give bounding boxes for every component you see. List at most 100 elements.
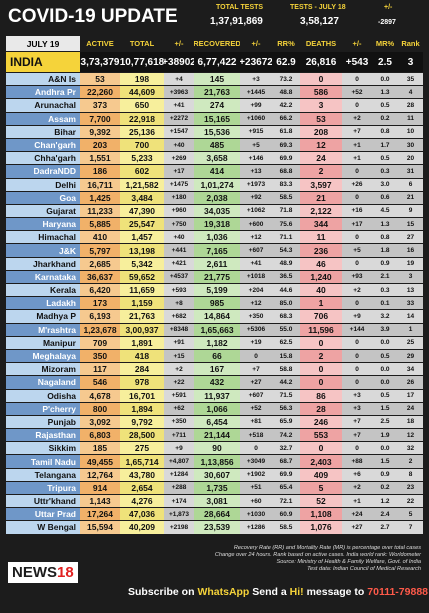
- cell: 75.6: [272, 218, 300, 231]
- cell: +1445: [240, 86, 272, 99]
- cell: 25,136: [120, 125, 164, 138]
- cell: M'rashtra: [6, 323, 80, 336]
- cell: +52: [342, 86, 372, 99]
- cell: +/-: [240, 36, 272, 51]
- cell: Tamil Nadu: [6, 455, 80, 468]
- cell: 23: [398, 481, 423, 494]
- cell: 24: [300, 152, 342, 165]
- cell: 0: [300, 336, 342, 349]
- cell: 85.0: [272, 297, 300, 310]
- cell: 409: [300, 468, 342, 481]
- cell: 26: [398, 376, 423, 389]
- cell: 0.8: [372, 231, 398, 244]
- cell: 1.7: [372, 138, 398, 152]
- cell: +7: [240, 363, 272, 376]
- cell: +600: [240, 218, 272, 231]
- cell: 198: [120, 73, 164, 86]
- cell: 65.4: [272, 481, 300, 494]
- cell: 145: [194, 73, 240, 86]
- cell: +543: [342, 52, 372, 72]
- cell: 48.8: [272, 86, 300, 99]
- cell: 11,937: [194, 389, 240, 402]
- cell: 71.5: [272, 389, 300, 402]
- cell: 4.5: [372, 204, 398, 218]
- cell: +144: [342, 323, 372, 336]
- cell: RR%: [272, 36, 300, 51]
- cell: 5,199: [194, 284, 240, 297]
- cell: 0.5: [372, 152, 398, 165]
- cell: Ladakh: [6, 297, 80, 310]
- state-row: Goa 1,425 3,484 +180 2,038 +92 58.5 21 0 0.6 21: [6, 191, 423, 204]
- cell: 31: [398, 165, 423, 178]
- state-row: Uttr'khand 1,143 4,276 +174 3,081 +60 72.1 52 +1…: [6, 495, 423, 508]
- state-row: Sikkim 185 275 +9 90 0 32.7 0 0 0.0 32: [6, 442, 423, 455]
- cell: 5: [398, 508, 423, 521]
- cell: 2,685: [80, 257, 120, 270]
- cell: 10,77,618: [120, 52, 164, 72]
- cell: +1286: [240, 521, 272, 534]
- cell: 1: [398, 323, 423, 336]
- cell: 62.5: [272, 336, 300, 349]
- cell: 0: [342, 297, 372, 310]
- cell: 15,594: [80, 521, 120, 534]
- cell: 47,390: [120, 204, 164, 218]
- cell: +591: [164, 389, 194, 402]
- cell: 373: [80, 99, 120, 112]
- cell: 3,00,937: [120, 323, 164, 336]
- cell: +518: [240, 429, 272, 442]
- cell: 1.3: [372, 218, 398, 231]
- cell: 58.8: [272, 363, 300, 376]
- cell: 43,780: [120, 468, 164, 481]
- cell: Karnataka: [6, 270, 80, 283]
- state-row: Haryana 5,885 25,547 +750 19,318 +600 75.6 344 +…: [6, 218, 423, 231]
- cell: 0: [342, 336, 372, 349]
- state-row: Ladakh 173 1,159 +8 985 +12 85.0 1 0 0.1 33: [6, 297, 423, 310]
- cell: 1,425: [80, 191, 120, 204]
- cell: +26: [342, 178, 372, 191]
- cell: 650: [120, 99, 164, 112]
- cell: 16: [398, 244, 423, 257]
- cell: 1,143: [80, 495, 120, 508]
- cell: 22: [398, 495, 423, 508]
- cell: 42.2: [272, 99, 300, 112]
- cell: +180: [164, 191, 194, 204]
- cell: J&K: [6, 244, 80, 257]
- cell: 66: [194, 349, 240, 363]
- cell: +204: [240, 284, 272, 297]
- cell: 10: [398, 125, 423, 138]
- cell: 1,036: [194, 231, 240, 244]
- cell: 2.5: [372, 415, 398, 429]
- cell: +146: [240, 152, 272, 165]
- cell: 0: [300, 376, 342, 389]
- state-row: Mizoram 117 284 +2 167 +7 58.8 0 0 0.0 34: [6, 363, 423, 376]
- cell: 4: [398, 86, 423, 99]
- cell: 12,764: [80, 468, 120, 481]
- cell: 15: [398, 218, 423, 231]
- title: COVID-19 UPDATE: [8, 6, 178, 27]
- cell: 2,654: [120, 481, 164, 494]
- cell: 5,797: [80, 244, 120, 257]
- cell: 1,13,856: [194, 455, 240, 468]
- cell: 546: [80, 376, 120, 389]
- cell: 13: [398, 284, 423, 297]
- cell: 46: [300, 257, 342, 270]
- cell: 1,65,714: [120, 455, 164, 468]
- cell: 0: [300, 363, 342, 376]
- cell: 3: [398, 52, 423, 72]
- state-row: M'rashtra 1,23,678 3,00,937 +8348 1,65,663 +5…: [6, 323, 423, 336]
- cell: 0.0: [372, 376, 398, 389]
- cell: 11: [398, 112, 423, 125]
- cell: 6,77,422: [194, 52, 240, 72]
- cell: +3: [342, 389, 372, 402]
- cell: 350: [80, 349, 120, 363]
- state-row: J&K 5,797 13,198 +441 7,165 +607 54.3 236 +5 1.8 1…: [6, 244, 423, 257]
- cell: Chha'garh: [6, 152, 80, 165]
- cell: 71.1: [272, 231, 300, 244]
- cell: 18: [398, 415, 423, 429]
- cell: 49,455: [80, 455, 120, 468]
- cell: 19,318: [194, 218, 240, 231]
- cell: 3,597: [300, 178, 342, 191]
- cell: 275: [120, 442, 164, 455]
- cell: 344: [300, 218, 342, 231]
